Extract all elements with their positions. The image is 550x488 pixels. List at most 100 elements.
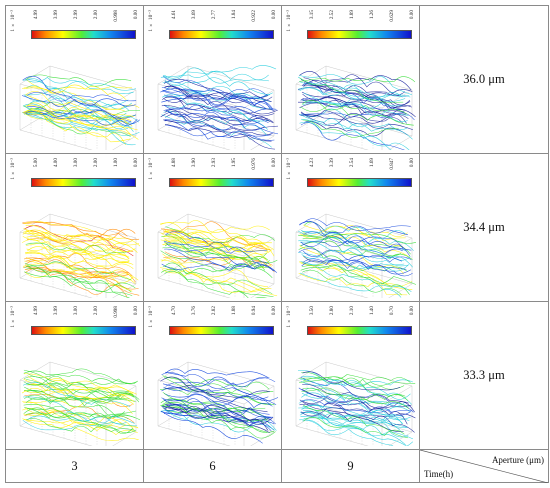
streamline — [163, 235, 265, 249]
streamline — [22, 394, 134, 408]
streamline — [298, 87, 403, 100]
diagonal-divider — [420, 450, 548, 483]
colorbar-tick-label: 3.00 — [73, 158, 79, 168]
streamline-volume — [157, 213, 278, 298]
colorbar-tick-label: 0.976 — [251, 158, 257, 170]
streamline — [23, 85, 133, 92]
streamline-panel-36-9h: 1 × 10⁻³ 3.15 2.52 1.89 1.26 0.629 0.00 — [282, 6, 419, 154]
aperture-axis-label: Aperture (μm) — [491, 455, 544, 465]
streamline — [300, 379, 413, 387]
streamline — [163, 78, 275, 111]
panel-cell: 1 × 10⁻³ 3.15 2.52 1.89 1.26 0.629 0.00 — [281, 5, 420, 154]
streamline — [25, 112, 136, 146]
colorbar-tick-label: 0.998 — [113, 10, 119, 22]
streamline — [162, 383, 269, 400]
streamline — [303, 121, 409, 137]
streamline — [298, 273, 408, 296]
scale-factor-label: 1 × 10⁻³ — [10, 306, 16, 328]
results-table: 1 × 10⁻³ 4.99 3.99 2.99 2.00 0.998 0.00 1 × 10… — [5, 5, 549, 483]
streamline — [303, 231, 404, 249]
colorbar-tick-label: 2.99 — [73, 10, 79, 20]
streamline — [26, 390, 125, 418]
streamline — [160, 376, 268, 413]
streamline — [25, 242, 128, 254]
streamline — [159, 267, 264, 293]
colorbar-tick-label: 1.89 — [349, 10, 355, 20]
colorbar-tick-label: 2.80 — [329, 306, 335, 316]
scale-factor-label: 1 × 10⁻³ — [10, 10, 16, 32]
streamline — [165, 113, 273, 136]
streamline — [160, 239, 265, 268]
streamline — [27, 383, 135, 405]
streamline — [24, 267, 140, 296]
streamline — [165, 376, 270, 390]
streamline — [301, 82, 408, 115]
streamline — [26, 264, 133, 296]
streamline — [298, 74, 412, 95]
streamline — [24, 406, 135, 423]
streamline — [162, 229, 266, 246]
colorbar-tick-label: 1.26 — [369, 10, 375, 20]
streamline — [298, 376, 416, 387]
streamline — [302, 396, 415, 413]
colorbar-tick-label: 3.99 — [53, 10, 59, 20]
streamline-panel-34-6h: 1 × 10⁻³ 4.88 3.90 2.93 1.95 0.976 0.00 — [144, 154, 281, 302]
streamline — [161, 386, 271, 406]
header-corner: Aperture (μm) Time(h) — [419, 449, 549, 483]
streamline — [23, 370, 137, 385]
streamline — [302, 410, 409, 438]
streamline — [165, 368, 268, 378]
streamline — [301, 392, 405, 418]
streamline — [302, 260, 405, 271]
streamline — [164, 271, 274, 297]
streamline — [165, 410, 277, 431]
streamline — [299, 419, 408, 446]
streamline — [164, 70, 269, 81]
streamline-panel-36-3h: 1 × 10⁻³ 4.99 3.99 2.99 2.00 0.998 0.00 — [6, 6, 143, 154]
colorbar-tick-label: 2.93 — [211, 158, 217, 168]
streamline — [22, 109, 131, 143]
streamline — [162, 407, 271, 420]
colorbar-tick-label: 3.39 — [329, 158, 335, 168]
streamline — [165, 96, 275, 117]
streamline — [303, 387, 411, 421]
streamline — [300, 399, 412, 416]
streamline — [163, 240, 267, 252]
streamline — [302, 404, 408, 439]
streamline — [22, 101, 136, 120]
time-axis-label: Time(h) — [424, 469, 454, 479]
streamline — [164, 248, 274, 272]
colorbar-tick-label: 0.00 — [271, 306, 277, 316]
colorbar-tick-label: 4.61 — [171, 10, 177, 20]
streamline-panel-34-9h: 1 × 10⁻³ 4.23 3.39 2.54 1.69 0.847 0.00 — [282, 154, 419, 302]
streamline — [299, 81, 411, 101]
streamline — [25, 260, 128, 297]
streamline — [25, 229, 133, 243]
streamline — [160, 388, 274, 396]
streamline — [303, 92, 403, 109]
streamline — [27, 230, 134, 253]
colorbar-tick-label: 3.00 — [73, 306, 79, 316]
streamline — [298, 233, 416, 244]
streamline — [23, 407, 129, 420]
streamline — [301, 264, 410, 295]
streamline — [26, 108, 126, 146]
colorbar-tick-label: 0.922 — [251, 10, 257, 22]
streamline — [24, 111, 140, 126]
aperture-label-3: 33.3 μm — [419, 301, 549, 450]
streamline — [164, 92, 272, 110]
colorbar-tick-label: 2.10 — [349, 306, 355, 316]
streamline — [162, 81, 271, 103]
streamline — [161, 372, 277, 405]
scale-factor-label: 1 × 10⁻³ — [148, 158, 154, 180]
streamline — [160, 250, 270, 272]
streamline — [27, 375, 135, 403]
streamline — [23, 379, 131, 400]
streamline — [161, 87, 273, 110]
streamline-volume — [295, 361, 416, 446]
scale-factor-label: 1 × 10⁻³ — [148, 10, 154, 32]
streamline — [301, 91, 411, 106]
colorbar-tick-label: 1.84 — [231, 10, 237, 20]
colorbar-tick-label: 3.76 — [191, 306, 197, 316]
streamline — [300, 103, 414, 126]
